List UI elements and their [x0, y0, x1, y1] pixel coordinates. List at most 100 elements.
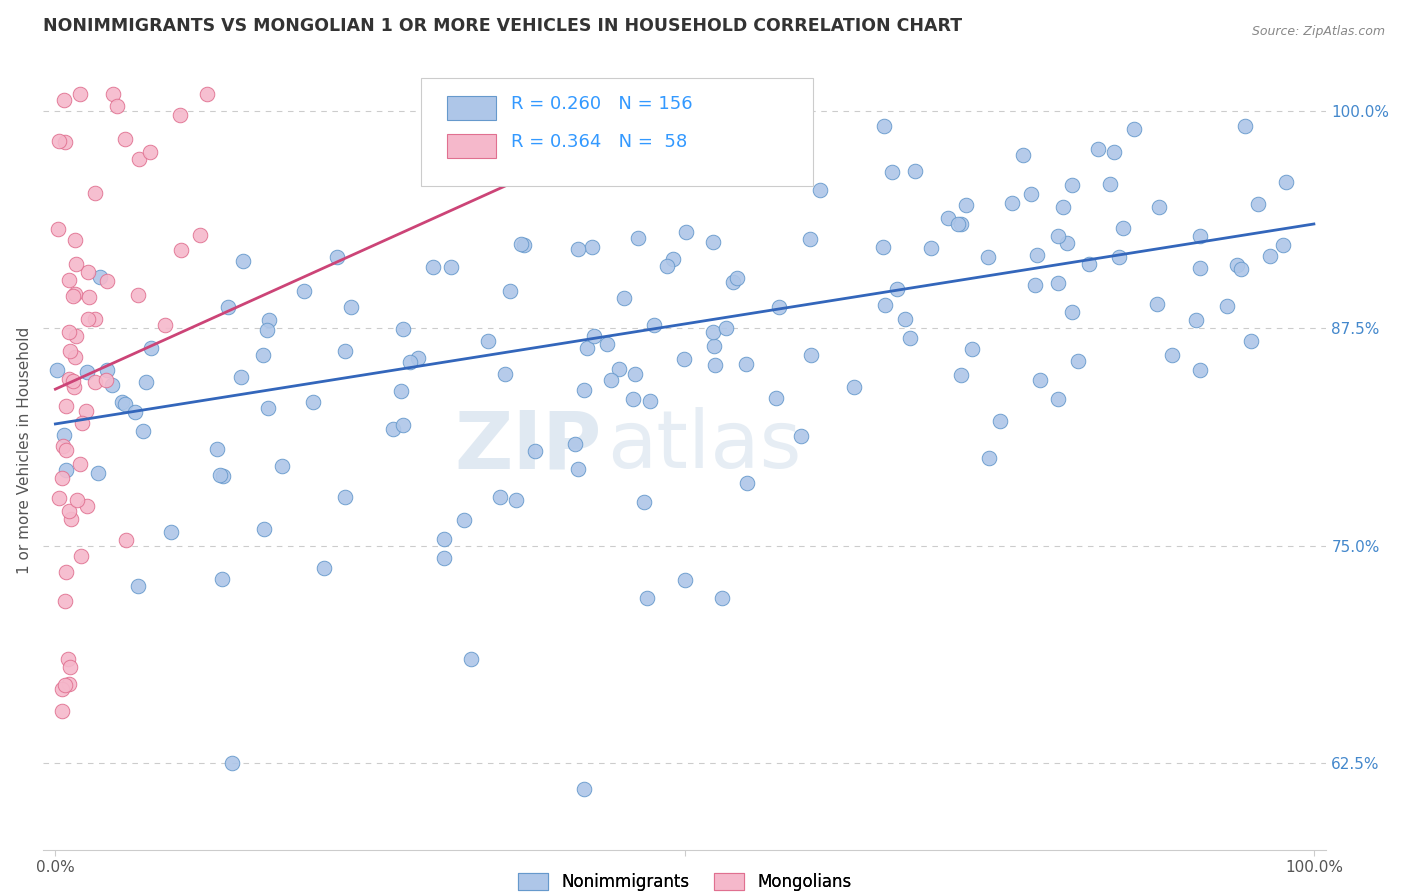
Point — [312, 561, 335, 575]
Point — [253, 522, 276, 536]
Point — [433, 533, 456, 547]
Point — [627, 127, 650, 141]
Point — [643, 318, 665, 332]
Point — [70, 416, 93, 430]
Point — [499, 284, 522, 298]
Point — [872, 240, 894, 254]
Point — [211, 572, 233, 586]
Point — [77, 311, 100, 326]
Point — [59, 660, 82, 674]
Point — [70, 549, 93, 563]
Point — [271, 458, 294, 473]
Point — [523, 443, 546, 458]
Point — [439, 260, 461, 275]
Point — [735, 475, 758, 490]
Y-axis label: 1 or more Vehicles in Household: 1 or more Vehicles in Household — [17, 326, 32, 574]
Point — [1047, 392, 1070, 406]
Point — [734, 357, 756, 371]
Point — [655, 259, 678, 273]
Point — [398, 354, 420, 368]
Point — [55, 594, 77, 608]
Point — [582, 329, 605, 343]
Point — [51, 681, 73, 696]
Point — [382, 422, 405, 436]
Point — [673, 351, 696, 366]
Text: ZIP: ZIP — [454, 407, 602, 485]
Point — [1258, 249, 1281, 263]
Point — [1052, 200, 1074, 214]
Point — [1233, 119, 1256, 133]
Point — [575, 341, 598, 355]
Point — [114, 131, 136, 145]
Point — [65, 329, 87, 343]
Point — [169, 108, 191, 122]
Point — [83, 312, 105, 326]
Point — [83, 186, 105, 200]
Point — [1087, 142, 1109, 156]
Point — [53, 427, 76, 442]
Point — [1108, 250, 1130, 264]
Point — [229, 370, 252, 384]
Point — [62, 374, 84, 388]
Point — [799, 232, 821, 246]
Point — [572, 782, 595, 797]
Point — [453, 513, 475, 527]
Point — [252, 348, 274, 362]
Point — [195, 87, 218, 101]
Point — [55, 443, 77, 458]
Point — [128, 152, 150, 166]
Point — [76, 364, 98, 378]
Point — [124, 405, 146, 419]
Point — [725, 270, 748, 285]
Point — [949, 368, 972, 383]
Point — [75, 404, 97, 418]
Point — [596, 336, 619, 351]
Point — [221, 756, 243, 770]
Point — [139, 145, 162, 159]
Point — [1240, 334, 1263, 349]
Point — [96, 363, 118, 377]
Point — [335, 343, 357, 358]
Point — [69, 457, 91, 471]
Point — [127, 288, 149, 302]
Point — [768, 300, 790, 314]
Point — [105, 98, 128, 112]
Point — [873, 119, 896, 133]
Point — [58, 326, 80, 340]
Point — [302, 394, 325, 409]
Point — [600, 373, 623, 387]
Point — [96, 274, 118, 288]
Point — [326, 250, 349, 264]
Point — [1271, 238, 1294, 252]
Point — [567, 462, 589, 476]
Point — [614, 148, 637, 162]
Point — [76, 499, 98, 513]
Point — [160, 525, 183, 540]
Point — [55, 463, 77, 477]
Point — [257, 401, 280, 415]
Point — [1112, 221, 1135, 235]
Point — [391, 322, 413, 336]
Point — [89, 270, 111, 285]
Point — [58, 372, 80, 386]
Point — [949, 218, 972, 232]
Point — [488, 490, 510, 504]
Point — [613, 291, 636, 305]
Point — [65, 233, 87, 247]
Point — [422, 260, 444, 274]
Point — [51, 704, 73, 718]
Point — [800, 348, 823, 362]
Point — [714, 320, 737, 334]
Point — [977, 251, 1000, 265]
Point — [46, 221, 69, 235]
Point — [48, 135, 70, 149]
Point — [765, 392, 787, 406]
Point — [127, 579, 149, 593]
Point — [1047, 277, 1070, 291]
Point — [790, 429, 813, 443]
Point — [921, 241, 943, 255]
Point — [564, 436, 586, 450]
Point — [114, 396, 136, 410]
Point — [638, 394, 661, 409]
Point — [621, 392, 644, 406]
